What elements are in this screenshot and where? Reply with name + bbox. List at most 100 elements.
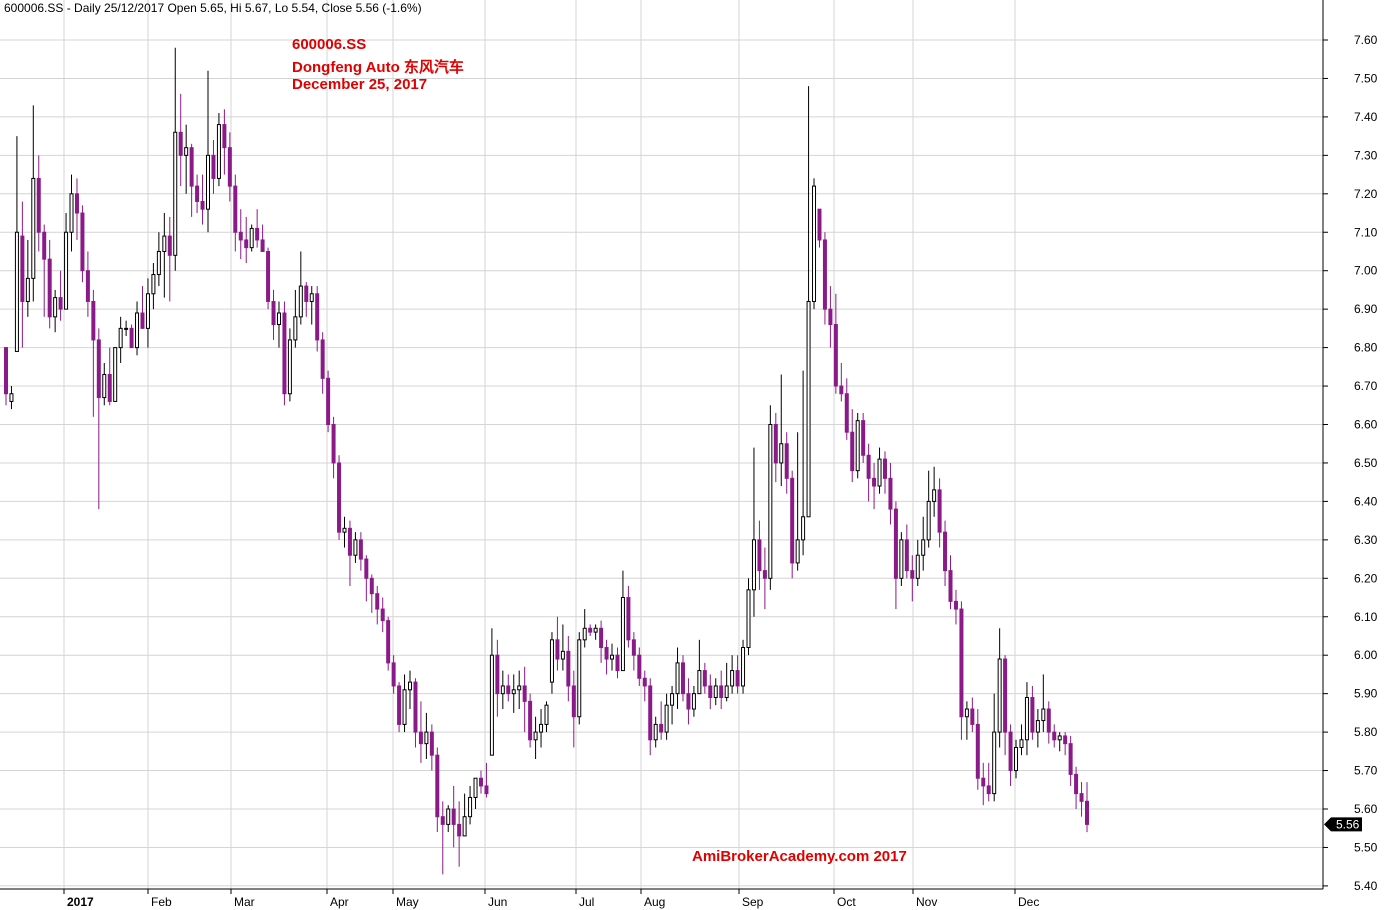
candle-body	[861, 420, 866, 456]
candle	[309, 286, 314, 325]
candle-body	[337, 462, 342, 533]
candle-body	[397, 685, 402, 725]
candle	[1057, 732, 1062, 752]
candle	[391, 655, 396, 694]
candle-body	[347, 527, 352, 556]
candle	[74, 178, 79, 240]
candle-body	[631, 639, 636, 656]
candle	[964, 701, 969, 740]
candle-body	[773, 424, 778, 464]
candle-body	[435, 754, 440, 818]
candle	[468, 785, 473, 825]
candle	[135, 301, 140, 356]
candle	[145, 278, 150, 348]
candle	[457, 801, 462, 867]
candle-body	[358, 539, 363, 560]
candle	[315, 286, 320, 352]
candle-body	[975, 723, 980, 779]
candle	[620, 570, 625, 672]
candle	[588, 624, 593, 636]
candle-body	[828, 308, 833, 326]
candle	[1052, 724, 1057, 748]
candle	[347, 520, 352, 586]
candle-body	[1046, 708, 1051, 733]
candle-body	[877, 458, 882, 487]
candle	[364, 555, 369, 602]
candle	[429, 724, 434, 771]
candle	[80, 205, 85, 283]
candle	[102, 362, 107, 406]
candle-body	[626, 597, 631, 641]
candle-body	[582, 627, 587, 641]
candle-body	[784, 443, 789, 479]
candle	[839, 362, 844, 402]
candle	[642, 670, 647, 702]
candle-body	[664, 704, 669, 733]
candle-body	[375, 593, 380, 610]
candle	[1003, 655, 1008, 756]
candle-body	[910, 570, 915, 579]
candle	[768, 405, 773, 590]
candle	[233, 174, 238, 252]
candle-body	[167, 235, 172, 256]
candle-body	[1068, 743, 1073, 775]
candle	[790, 470, 795, 579]
y-tick-label: 5.60	[1354, 802, 1378, 816]
candle-body	[517, 685, 522, 691]
candle	[1041, 674, 1046, 733]
candle	[992, 693, 997, 802]
candle	[304, 282, 309, 317]
candle	[566, 635, 571, 702]
candle-body	[386, 620, 391, 664]
candle	[1035, 709, 1040, 748]
candle-body	[1019, 739, 1024, 748]
candle	[1063, 732, 1068, 756]
candle	[195, 174, 200, 214]
candle-body	[233, 185, 238, 233]
candle	[206, 70, 211, 233]
candle-body	[353, 539, 358, 556]
candle-body	[560, 650, 565, 660]
candle-body	[953, 600, 958, 610]
candle	[14, 136, 19, 352]
candle-body	[118, 327, 123, 349]
candle-body	[948, 570, 953, 602]
candle	[260, 224, 265, 252]
candle-body	[724, 685, 729, 698]
candle	[20, 201, 25, 348]
candle-body	[271, 300, 276, 326]
candle	[741, 639, 746, 694]
candle	[970, 697, 975, 733]
candle-body	[932, 489, 937, 502]
candle-body	[915, 554, 920, 579]
candle	[64, 213, 69, 310]
candle	[866, 443, 871, 502]
candle	[582, 609, 587, 648]
candle	[659, 701, 664, 740]
candle-body	[555, 639, 560, 660]
candle	[1024, 682, 1029, 756]
candle	[162, 213, 167, 298]
candle	[244, 216, 249, 264]
candle-body	[500, 685, 505, 695]
candle-body	[790, 477, 795, 564]
candle-body	[981, 777, 986, 787]
y-tick-label: 6.60	[1354, 418, 1378, 432]
candle	[140, 286, 145, 329]
annotation-date: December 25, 2017	[292, 76, 428, 93]
candle-body	[53, 297, 58, 318]
candle-body	[964, 708, 969, 718]
candle-body	[522, 685, 527, 702]
candle-body	[478, 777, 483, 787]
candle	[435, 747, 440, 833]
candle	[549, 632, 554, 694]
candle	[506, 674, 511, 702]
candle	[522, 666, 527, 733]
candle-body	[91, 300, 96, 341]
candle-body	[943, 531, 948, 572]
candle-body	[1014, 746, 1019, 772]
candle	[899, 532, 904, 586]
candle-body	[893, 508, 898, 579]
